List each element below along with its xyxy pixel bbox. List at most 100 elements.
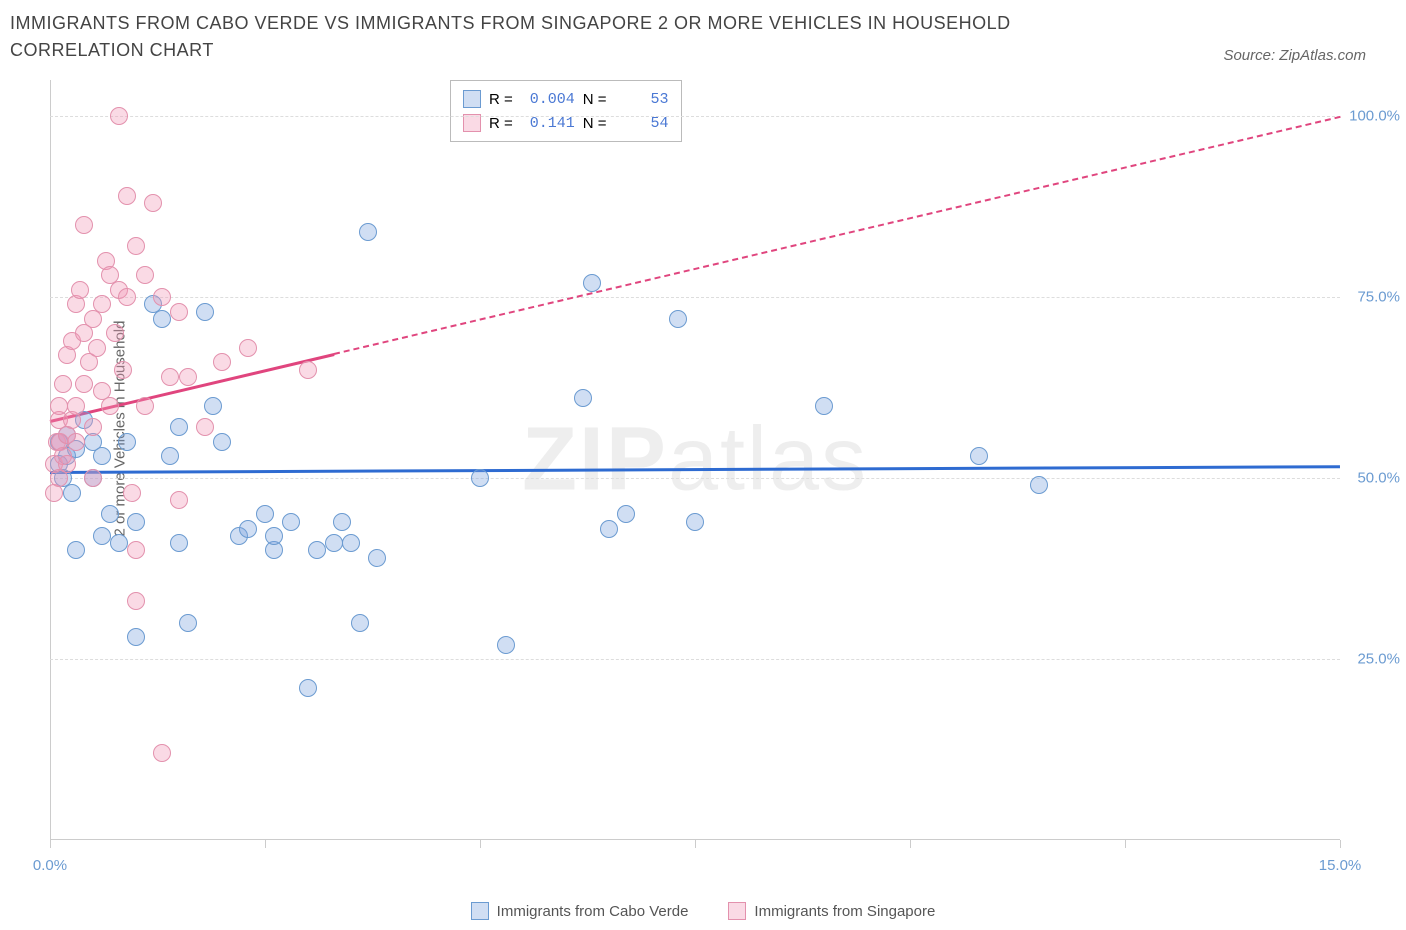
data-point bbox=[669, 310, 687, 328]
data-point bbox=[196, 418, 214, 436]
data-point bbox=[123, 484, 141, 502]
swatch-cabo-verde bbox=[463, 90, 481, 108]
data-point bbox=[213, 433, 231, 451]
data-point bbox=[127, 628, 145, 646]
data-point bbox=[1030, 476, 1048, 494]
data-point bbox=[204, 397, 222, 415]
data-point bbox=[101, 397, 119, 415]
stats-row-singapore: R = 0.141 N = 54 bbox=[463, 111, 669, 135]
data-point bbox=[63, 484, 81, 502]
data-point bbox=[161, 368, 179, 386]
data-point bbox=[686, 513, 704, 531]
legend-label-singapore: Immigrants from Singapore bbox=[754, 903, 935, 920]
y-tick-label: 50.0% bbox=[1357, 470, 1400, 487]
data-point bbox=[325, 534, 343, 552]
x-tick bbox=[50, 840, 51, 848]
data-point bbox=[127, 592, 145, 610]
data-point bbox=[583, 274, 601, 292]
data-point bbox=[299, 361, 317, 379]
data-point bbox=[368, 549, 386, 567]
data-point bbox=[110, 107, 128, 125]
header-row: IMMIGRANTS FROM CABO VERDE VS IMMIGRANTS… bbox=[0, 0, 1406, 64]
data-point bbox=[84, 469, 102, 487]
data-point bbox=[67, 433, 85, 451]
data-point bbox=[333, 513, 351, 531]
data-point bbox=[127, 513, 145, 531]
data-point bbox=[574, 389, 592, 407]
data-point bbox=[67, 397, 85, 415]
data-point bbox=[93, 447, 111, 465]
data-point bbox=[617, 505, 635, 523]
x-tick bbox=[910, 840, 911, 848]
data-point bbox=[342, 534, 360, 552]
bottom-legend: Immigrants from Cabo Verde Immigrants fr… bbox=[0, 902, 1406, 920]
legend-label-cabo-verde: Immigrants from Cabo Verde bbox=[497, 903, 689, 920]
data-point bbox=[153, 288, 171, 306]
data-point bbox=[351, 614, 369, 632]
data-point bbox=[239, 520, 257, 538]
data-point bbox=[136, 397, 154, 415]
gridline bbox=[50, 659, 1340, 660]
data-point bbox=[75, 375, 93, 393]
gridline bbox=[50, 478, 1340, 479]
watermark: ZIPatlas bbox=[522, 409, 868, 512]
data-point bbox=[127, 541, 145, 559]
data-point bbox=[58, 455, 76, 473]
r-value-cabo-verde: 0.004 bbox=[521, 91, 575, 108]
data-point bbox=[50, 397, 68, 415]
data-point bbox=[282, 513, 300, 531]
legend-item-cabo-verde: Immigrants from Cabo Verde bbox=[471, 902, 689, 920]
data-point bbox=[170, 534, 188, 552]
data-point bbox=[75, 216, 93, 234]
data-point bbox=[239, 339, 257, 357]
data-point bbox=[161, 447, 179, 465]
n-value-cabo-verde: 53 bbox=[615, 91, 669, 108]
chart-container: IMMIGRANTS FROM CABO VERDE VS IMMIGRANTS… bbox=[0, 0, 1406, 930]
data-point bbox=[153, 744, 171, 762]
y-tick-label: 25.0% bbox=[1357, 651, 1400, 668]
legend-item-singapore: Immigrants from Singapore bbox=[728, 902, 935, 920]
data-point bbox=[308, 541, 326, 559]
legend-swatch-cabo-verde bbox=[471, 902, 489, 920]
stats-legend: R = 0.004 N = 53 R = 0.141 N = 54 bbox=[450, 80, 682, 142]
x-tick-label: 15.0% bbox=[1319, 857, 1362, 874]
data-point bbox=[213, 353, 231, 371]
data-point bbox=[93, 295, 111, 313]
data-point bbox=[136, 266, 154, 284]
data-point bbox=[118, 187, 136, 205]
data-point bbox=[179, 368, 197, 386]
data-point bbox=[179, 614, 197, 632]
data-point bbox=[101, 505, 119, 523]
data-point bbox=[106, 324, 124, 342]
data-point bbox=[127, 237, 145, 255]
stats-row-cabo-verde: R = 0.004 N = 53 bbox=[463, 87, 669, 111]
n-label: N = bbox=[583, 91, 607, 108]
legend-swatch-singapore bbox=[728, 902, 746, 920]
x-tick bbox=[265, 840, 266, 848]
data-point bbox=[170, 491, 188, 509]
x-tick bbox=[480, 840, 481, 848]
data-point bbox=[88, 339, 106, 357]
r-label: R = bbox=[489, 91, 513, 108]
data-point bbox=[471, 469, 489, 487]
data-point bbox=[110, 534, 128, 552]
trend-line bbox=[50, 465, 1340, 474]
gridline bbox=[50, 116, 1340, 117]
data-point bbox=[153, 310, 171, 328]
data-point bbox=[970, 447, 988, 465]
watermark-light: atlas bbox=[668, 410, 868, 510]
x-tick bbox=[695, 840, 696, 848]
data-point bbox=[67, 541, 85, 559]
source-label: Source: ZipAtlas.com bbox=[1223, 47, 1366, 64]
data-point bbox=[359, 223, 377, 241]
y-tick-label: 100.0% bbox=[1349, 108, 1400, 125]
data-point bbox=[170, 303, 188, 321]
trend-line bbox=[334, 116, 1341, 355]
data-point bbox=[54, 375, 72, 393]
data-point bbox=[144, 194, 162, 212]
data-point bbox=[71, 281, 89, 299]
data-point bbox=[93, 527, 111, 545]
data-point bbox=[815, 397, 833, 415]
data-point bbox=[170, 418, 188, 436]
x-tick-label: 0.0% bbox=[33, 857, 67, 874]
